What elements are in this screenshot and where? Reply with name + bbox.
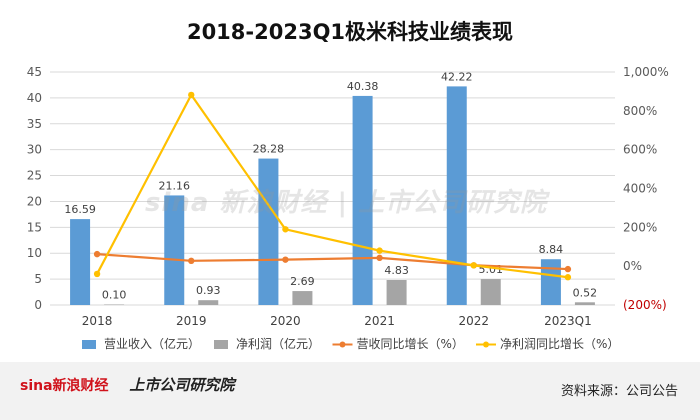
bar [292, 291, 313, 305]
left-axis-tick-label: 40 [27, 91, 42, 105]
right-axis-tick-label: 800% [623, 104, 657, 118]
legend-swatch [82, 340, 96, 349]
legend-label: 净利润（亿元） [236, 336, 320, 351]
line-point [188, 91, 195, 99]
series-line [96, 92, 569, 279]
legend-swatch-marker [483, 341, 489, 348]
bar-data-label: 40.38 [347, 80, 379, 93]
x-axis-tick-label: 2020 [270, 314, 301, 328]
right-axis-tick-label: 600% [623, 143, 657, 157]
legend-label: 营收同比增长（%） [357, 337, 464, 351]
legend-swatch-marker [339, 341, 346, 348]
x-axis-tick-label: 2022 [458, 314, 489, 328]
right-axis-tick-label: 400% [623, 182, 657, 196]
left-axis-tick-label: 20 [27, 194, 42, 208]
left-axis-tick-label: 35 [27, 117, 42, 131]
watermark: sina 新浪财经 | 上市公司研究院 [145, 188, 548, 218]
left-axis-tick-label: 25 [27, 169, 42, 183]
x-axis-tick-label: 2023Q1 [544, 314, 592, 328]
left-axis-tick-label: 0 [34, 298, 42, 312]
right-axis-tick-label: 200% [623, 220, 657, 234]
bar [386, 279, 407, 305]
bar-data-label: 21.16 [159, 179, 191, 192]
bar [352, 95, 373, 306]
bar-data-label: 28.28 [253, 143, 285, 156]
bar [164, 195, 185, 305]
line-point [93, 270, 101, 278]
x-axis-tick-label: 2021 [364, 314, 395, 328]
line-point [376, 247, 383, 254]
left-axis-tick-label: 10 [27, 246, 42, 260]
bar-data-label: 0.93 [196, 284, 221, 297]
right-axis-tick-label: 0% [623, 259, 642, 273]
line-point [282, 256, 289, 263]
chart-plot: 0 5 10 15 20 25 30 35 40 45 (200%) 0% 200% 400% 600% 80… [27, 65, 669, 351]
footer-bar: sina新浪财经 上市公司研究院 资料来源：公司公告 [0, 362, 700, 420]
left-axis-tick-label: 15 [27, 220, 42, 234]
bar-data-label: 42.22 [441, 70, 473, 83]
line-point [470, 262, 477, 269]
legend-label: 净利润同比增长（%） [500, 337, 619, 351]
bar [480, 279, 501, 305]
bar [104, 304, 125, 305]
bar-data-label: 4.83 [384, 264, 409, 277]
line-point [282, 226, 289, 233]
bar [540, 259, 561, 305]
line-point [376, 254, 383, 262]
left-axis-tick-label: 30 [27, 143, 42, 157]
left-axis-tick-label: 45 [27, 65, 42, 79]
bar [198, 300, 219, 305]
bar-data-label: 0.10 [102, 288, 127, 301]
sina-logo-text: sina新浪财经 [20, 378, 109, 394]
bar [70, 219, 91, 305]
bar-data-label: 0.52 [573, 286, 598, 299]
legend-label: 营业收入（亿元） [104, 336, 200, 351]
bar [574, 302, 595, 305]
line-point [188, 257, 195, 265]
chart-title: 2018-2023Q1极米科技业绩表现 [186, 20, 514, 44]
bar [446, 86, 467, 305]
x-axis-tick-label: 2018 [82, 314, 113, 328]
line-point [564, 265, 572, 273]
research-institute-logo-text: 上市公司研究院 [129, 376, 235, 394]
left-axis-tick-label: 5 [34, 272, 42, 286]
bar-data-label: 8.84 [539, 243, 564, 256]
footer-logo: sina新浪财经 上市公司研究院 [20, 374, 234, 395]
line-point [564, 274, 572, 281]
x-axis-tick-label: 2019 [176, 314, 207, 328]
bar-data-label: 2.69 [290, 275, 315, 288]
bar-data-label: 16.59 [64, 203, 96, 216]
data-source-note: 资料来源：公司公告 [560, 384, 678, 399]
line-point [93, 250, 101, 258]
bar [258, 158, 279, 305]
right-axis-tick-label: 1,000% [623, 65, 669, 79]
series-line [97, 253, 568, 271]
right-axis-tick-label: (200%) [623, 298, 667, 312]
legend-swatch [214, 340, 228, 349]
